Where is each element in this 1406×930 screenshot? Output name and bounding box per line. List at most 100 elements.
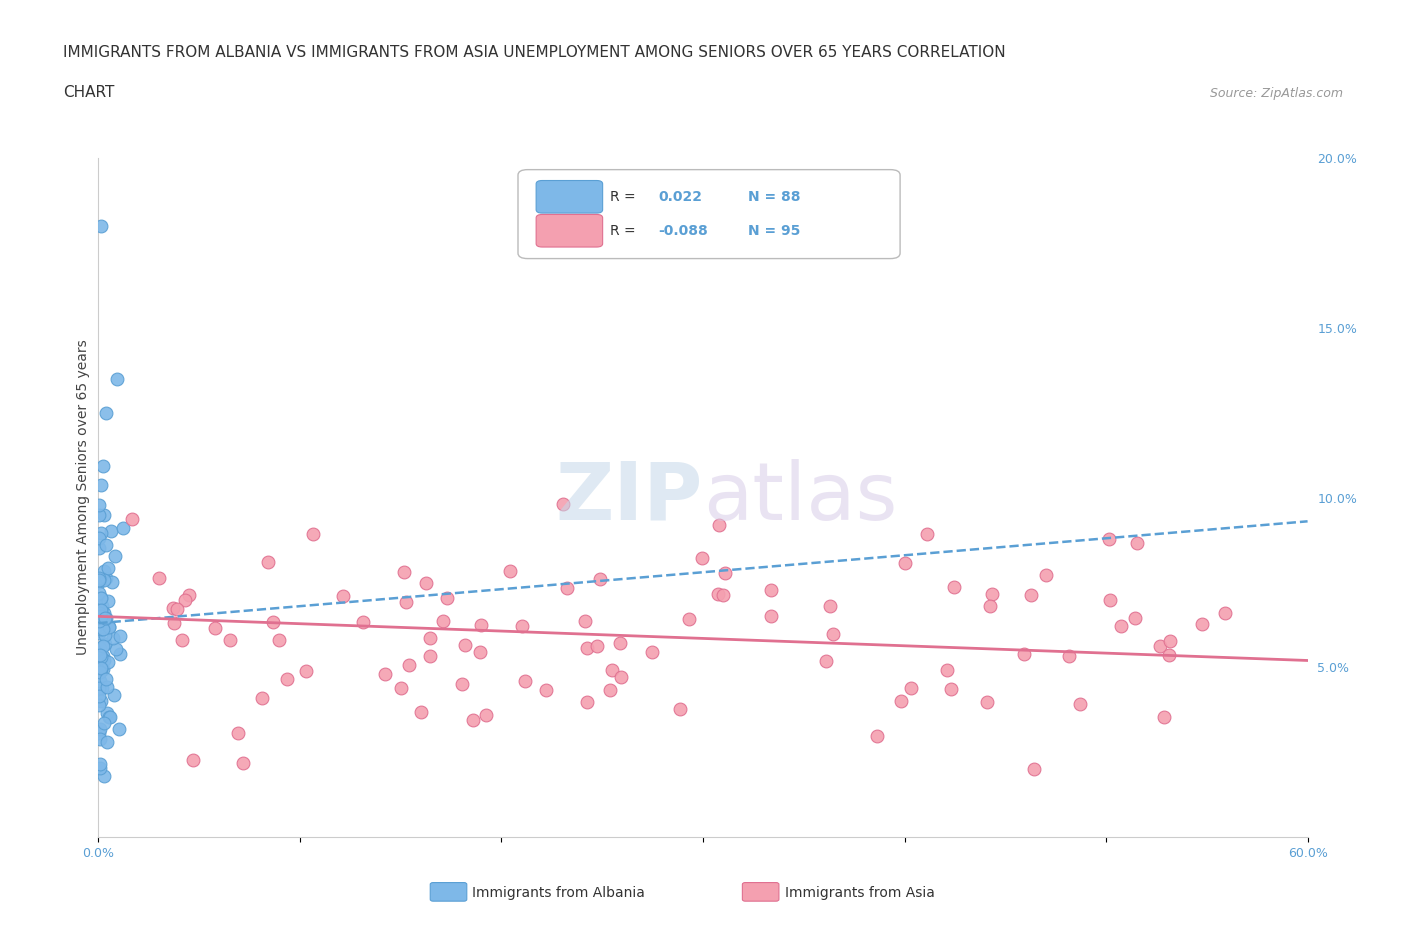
Point: [98, 619, 121, 634]
Point: [1012, 646, 1035, 661]
Point: [90, 603, 112, 618]
Point: [419, 649, 441, 664]
Point: [1159, 633, 1181, 648]
Point: [87, 571, 110, 586]
Point: [90, 591, 112, 605]
Point: [678, 611, 700, 626]
Point: [91, 614, 114, 629]
Point: [104, 549, 127, 564]
Point: [374, 667, 396, 682]
Point: [90, 660, 112, 675]
Point: [89, 604, 111, 618]
Text: 0.022: 0.022: [658, 190, 702, 204]
Point: [641, 644, 664, 659]
Point: [90, 591, 112, 606]
FancyBboxPatch shape: [536, 180, 603, 213]
Point: [1057, 648, 1080, 663]
Point: [90, 622, 112, 637]
Point: [94, 628, 117, 643]
Point: [1149, 639, 1171, 654]
Point: [87, 681, 110, 696]
Point: [93, 605, 115, 620]
Point: [87, 614, 110, 629]
Point: [1191, 617, 1213, 631]
Point: [87, 626, 110, 641]
Text: atlas: atlas: [703, 458, 897, 537]
Point: [1153, 710, 1175, 724]
Point: [432, 614, 454, 629]
Point: [101, 575, 124, 590]
Point: [707, 587, 730, 602]
Point: [89, 608, 111, 623]
Point: [89, 660, 111, 675]
Point: [96, 705, 118, 720]
Point: [1022, 762, 1045, 777]
Point: [91, 621, 114, 636]
Text: R =: R =: [610, 190, 640, 204]
Point: [94, 610, 117, 625]
Text: -0.088: -0.088: [658, 224, 709, 238]
Point: [89, 731, 111, 746]
Point: [121, 512, 143, 526]
Point: [295, 664, 318, 679]
Point: [148, 570, 170, 585]
Text: Immigrants from Albania: Immigrants from Albania: [472, 885, 645, 900]
Text: R =: R =: [610, 224, 640, 238]
Point: [163, 616, 186, 631]
Point: [90, 693, 112, 708]
Point: [669, 701, 692, 716]
Point: [575, 641, 598, 656]
Text: N = 95: N = 95: [748, 224, 800, 238]
Point: [93, 610, 115, 625]
Point: [900, 681, 922, 696]
Point: [575, 695, 598, 710]
Point: [218, 632, 240, 647]
Point: [108, 629, 131, 644]
Point: [551, 497, 574, 512]
Point: [101, 631, 124, 645]
Point: [890, 694, 912, 709]
Point: [87, 605, 110, 620]
Point: [90, 525, 112, 540]
Point: [979, 598, 1001, 613]
Point: [276, 671, 298, 686]
Point: [96, 672, 118, 687]
Point: [89, 721, 111, 736]
Point: [353, 615, 375, 630]
Point: [1157, 648, 1180, 663]
Point: [96, 735, 118, 750]
Point: [450, 677, 472, 692]
Point: [87, 507, 110, 522]
Point: [1126, 536, 1149, 551]
Text: Immigrants from Asia: Immigrants from Asia: [785, 885, 935, 900]
Point: [1035, 567, 1057, 582]
Point: [89, 602, 111, 617]
Point: [93, 715, 115, 730]
Point: [981, 586, 1004, 601]
Point: [90, 649, 112, 664]
FancyBboxPatch shape: [536, 215, 603, 247]
Point: [105, 642, 128, 657]
Point: [87, 608, 110, 623]
Point: [172, 632, 194, 647]
Point: [91, 458, 114, 473]
Point: [555, 580, 578, 595]
Point: [90, 681, 112, 696]
Point: [100, 525, 122, 539]
Point: [820, 599, 842, 614]
Point: [93, 564, 115, 578]
Point: [89, 673, 111, 688]
Point: [332, 589, 354, 604]
Point: [90, 477, 112, 492]
Point: [91, 619, 114, 634]
Point: [96, 405, 118, 420]
Point: [232, 756, 254, 771]
Point: [586, 639, 609, 654]
Point: [89, 573, 111, 588]
Point: [395, 594, 418, 609]
Point: [87, 688, 110, 703]
Text: Source: ZipAtlas.com: Source: ZipAtlas.com: [1209, 86, 1343, 100]
Point: [97, 710, 120, 724]
Point: [90, 599, 112, 614]
Text: CHART: CHART: [63, 85, 115, 100]
